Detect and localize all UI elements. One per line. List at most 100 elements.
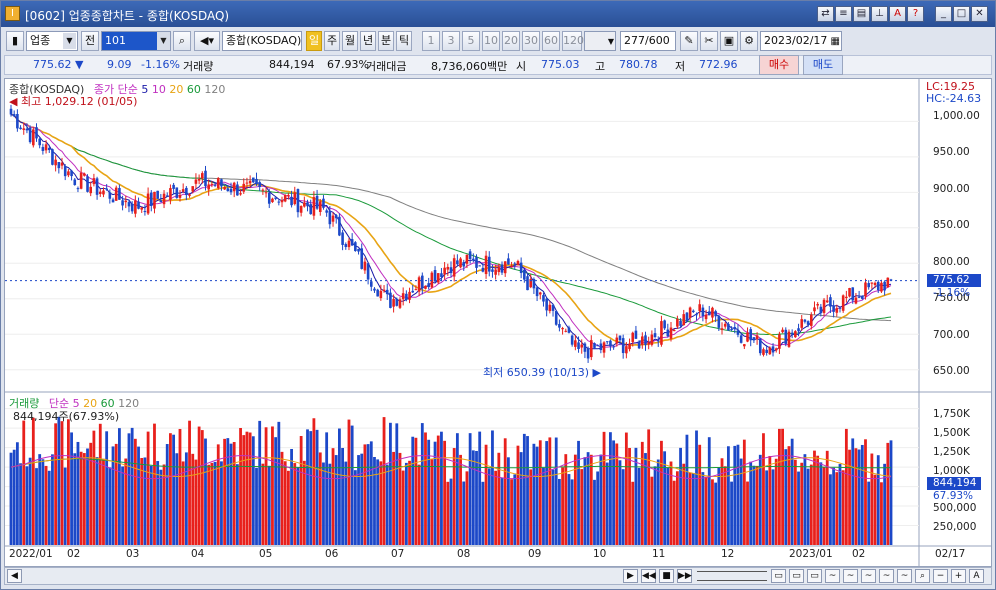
interval-120[interactable]: 120 (562, 31, 584, 51)
volume-bar (880, 482, 883, 545)
view2-icon[interactable]: ▭ (789, 569, 804, 583)
period-tick[interactable]: 틱 (396, 31, 412, 51)
volume-bar (471, 450, 475, 545)
draw-icon[interactable]: ✂ (700, 31, 718, 51)
volume-bar (373, 457, 376, 545)
candle-body (306, 202, 309, 207)
candle-body (695, 314, 698, 316)
fast-forward-icon[interactable]: ▶▶ (677, 569, 692, 583)
interval-dropdown[interactable]: ▼ (584, 31, 616, 51)
period-day[interactable]: 일 (306, 31, 322, 51)
minimize-icon[interactable]: _ (935, 6, 952, 22)
y-tick: 1,500K (933, 427, 970, 439)
volume-bar (440, 431, 443, 545)
wave3-icon[interactable]: ~ (861, 569, 876, 583)
volume-bar (245, 431, 249, 545)
candle-body (70, 170, 73, 177)
period-year[interactable]: 년 (360, 31, 376, 51)
ma20-label: 20 (169, 83, 184, 96)
candle-body (44, 144, 48, 151)
buy-button[interactable]: 매수 (759, 55, 799, 75)
font-icon[interactable]: A (889, 6, 906, 22)
interval-3[interactable]: 3 (442, 31, 460, 51)
candle-body (656, 340, 660, 342)
tool-icon[interactable]: ✎ (680, 31, 698, 51)
speaker-icon[interactable]: ◀▾ (194, 31, 220, 51)
candle-body (698, 304, 701, 312)
count-input[interactable]: 277/600 (620, 31, 676, 51)
close-icon[interactable]: ✕ (971, 6, 988, 22)
candle-body (561, 328, 564, 330)
volume-bar (870, 453, 874, 545)
view3-icon[interactable]: ▭ (807, 569, 822, 583)
period-week[interactable]: 주 (324, 31, 340, 51)
candle-body (408, 291, 411, 300)
volume-bar (283, 461, 287, 545)
volume-bar (800, 462, 804, 545)
category-select[interactable]: 업종 ▼ (26, 31, 78, 51)
stop-icon[interactable]: ■ (659, 569, 674, 583)
hc-value: HC:-24.63 (926, 92, 982, 105)
volume-bar (526, 436, 529, 545)
period-minute[interactable]: 분 (378, 31, 394, 51)
candle-body (446, 266, 450, 270)
magnify-icon[interactable]: ⌕ (915, 569, 930, 583)
x-tick: 09 (528, 548, 542, 560)
sell-button[interactable]: 매도 (803, 55, 843, 75)
wave-icon[interactable]: ~ (825, 569, 840, 583)
link-icon[interactable]: ⇄ (817, 6, 834, 22)
wave2-icon[interactable]: ~ (843, 569, 858, 583)
volume-bar (809, 464, 813, 545)
prev-button[interactable]: 전 (81, 31, 99, 51)
volume-bar (653, 466, 657, 545)
wave4-icon[interactable]: ~ (879, 569, 894, 583)
rewind-icon[interactable]: ◀◀ (641, 569, 656, 583)
candle-body (229, 188, 233, 193)
save-icon[interactable]: ▣ (720, 31, 738, 51)
volume-bar (746, 481, 749, 545)
volume-bar (500, 478, 504, 545)
volume-bar (299, 436, 303, 545)
code-input[interactable]: 101 ▼ (101, 31, 171, 51)
zoom-slider[interactable] (697, 571, 767, 581)
settings-icon[interactable]: ≡ (835, 6, 852, 22)
period-month[interactable]: 월 (342, 31, 358, 51)
volume-bar (143, 457, 147, 545)
zoom-out-icon[interactable]: − (933, 569, 948, 583)
interval-20[interactable]: 20 (502, 31, 520, 51)
low-note-text: 최저 650.39 (10/13) (483, 366, 590, 379)
volume-bar (133, 438, 137, 545)
volume-bar (379, 461, 383, 545)
scroll-left-icon[interactable]: ◀ (7, 569, 22, 583)
chevron-down-icon: ▼ (63, 33, 76, 49)
date-input[interactable]: 2023/02/17 ▦ (760, 31, 842, 51)
interval-1[interactable]: 1 (422, 31, 440, 51)
title-bar: I [0602] 업종종합차트 - 종합(KOSDAQ) ⇄ ≡ ▤ ⊥ A ?… (1, 1, 995, 27)
help-icon[interactable]: ? (907, 6, 924, 22)
volume-bar (19, 463, 22, 545)
play-icon[interactable]: ▶ (623, 569, 638, 583)
view-icon[interactable]: ▭ (771, 569, 786, 583)
candle-body (717, 315, 721, 328)
menu-icon[interactable]: ▮ (6, 31, 24, 51)
pin-icon[interactable]: ⊥ (871, 6, 888, 22)
candle-body (274, 197, 277, 199)
zoom-in-icon[interactable]: + (951, 569, 966, 583)
bottom-scrollbar[interactable]: ◀ ▶ ◀◀ ■ ▶▶ ▭ ▭ ▭ ~ ~ ~ ~ ~ ⌕ − + A (4, 567, 992, 585)
interval-60[interactable]: 60 (542, 31, 560, 51)
gear-icon[interactable]: ⚙ (740, 31, 758, 51)
volume-bar (172, 434, 176, 545)
chart-svg[interactable] (5, 79, 991, 566)
interval-5[interactable]: 5 (462, 31, 480, 51)
font-size-icon[interactable]: A (969, 569, 984, 583)
candle-body (63, 166, 67, 177)
chart-area[interactable]: 종합(KOSDAQ) 종가 단순 5 10 20 60 120 ◀ 최고 1,0… (4, 78, 992, 567)
interval-30[interactable]: 30 (522, 31, 540, 51)
volume-bar (57, 416, 61, 545)
wave5-icon[interactable]: ~ (897, 569, 912, 583)
search-icon[interactable]: ⌕ (173, 31, 191, 51)
interval-10[interactable]: 10 (482, 31, 500, 51)
candle-body (867, 283, 870, 288)
print-icon[interactable]: ▤ (853, 6, 870, 22)
maximize-icon[interactable]: □ (953, 6, 970, 22)
